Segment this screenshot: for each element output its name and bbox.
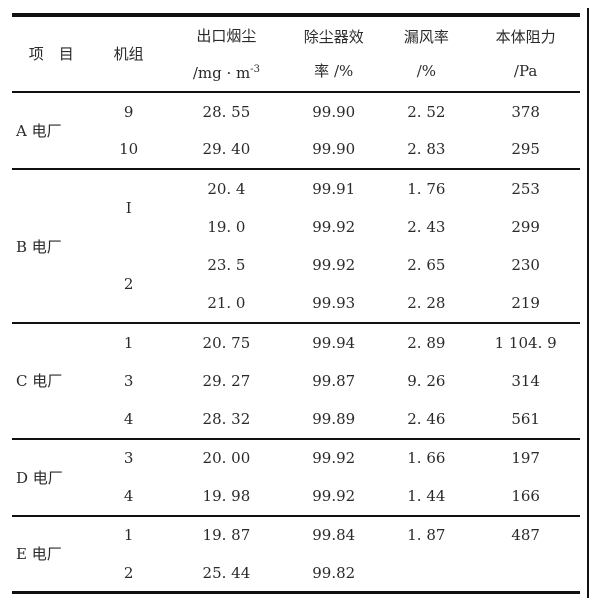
resistance-cell: 295: [511, 140, 540, 159]
efficiency-cell: 99.93: [312, 294, 356, 313]
leakage-cell: 1. 76: [407, 179, 446, 198]
unit-cell: 2: [123, 563, 134, 582]
resistance-cell: 219: [511, 294, 540, 313]
efficiency-cell: 99.89: [312, 409, 356, 428]
resistance-cell: 166: [511, 486, 540, 505]
resistance-cell: 314: [511, 371, 540, 390]
plant-group: B 电厂 I 20. 4 99.91 1. 76 253 19. 0 99.92 2. 43 29…: [12, 169, 580, 323]
dust-cell: 20. 75: [202, 333, 251, 352]
efficiency-cell: 99.91: [312, 179, 356, 198]
table-row: 4 28. 32 99.89 2. 46 561: [12, 400, 580, 439]
header-leakage: 漏风率/%: [381, 13, 472, 93]
plant-group: E 电厂 1 19. 87 99.84 1. 87 487 2 25. 44 99.82: [12, 516, 580, 593]
plant-group: C 电厂 1 20. 75 99.94 2. 89 1 104. 9 3 29. 27 99.8…: [12, 323, 580, 439]
table-row: A 电厂 9 28. 55 99.90 2. 52 378: [12, 92, 580, 140]
unit-cell: 1: [123, 333, 134, 352]
table-row: 21. 0 99.93 2. 28 219: [12, 285, 580, 324]
plant-cell: B 电厂: [16, 237, 62, 256]
efficiency-cell: 99.92: [312, 449, 356, 468]
leakage-cell: 1. 66: [407, 449, 446, 468]
resistance-cell: 378: [511, 102, 540, 121]
resistance-cell: 299: [511, 217, 540, 236]
plant-cell: C 电厂: [16, 372, 63, 391]
leakage-cell: 2. 52: [407, 102, 446, 121]
table-row: E 电厂 1 19. 87 99.84 1. 87 487: [12, 516, 580, 563]
header-item: 项 目: [12, 13, 91, 93]
dust-cell: 20. 00: [202, 449, 251, 468]
header-efficiency: 除尘器效率 /%: [286, 13, 382, 93]
unit-cell: 3: [123, 449, 134, 468]
dust-cell: 25. 44: [202, 563, 251, 582]
resistance-cell: 253: [511, 179, 540, 198]
dust-cell: 19. 0: [207, 217, 246, 236]
efficiency-cell: 99.92: [312, 217, 356, 236]
unit-cell: 4: [123, 409, 134, 428]
unit-cell: 4: [123, 486, 134, 505]
leakage-cell: 9. 26: [407, 371, 446, 390]
unit-cell: 2: [123, 275, 134, 293]
leakage-cell: 1. 44: [407, 486, 446, 505]
table-row: 3 29. 27 99.87 9. 26 314: [12, 362, 580, 401]
resistance-cell: [471, 554, 580, 593]
table-row: D 电厂 3 20. 00 99.92 1. 66 197: [12, 439, 580, 486]
header-unit: 机组: [90, 13, 167, 93]
table-row: 4 19. 98 99.92 1. 44 166: [12, 477, 580, 516]
resistance-cell: 230: [511, 256, 540, 275]
unit-cell: I: [125, 199, 132, 217]
table-row: 2 25. 44 99.82: [12, 554, 580, 593]
plant-cell: D 电厂: [16, 468, 63, 487]
efficiency-cell: 99.92: [312, 256, 356, 275]
data-table: 项 目 机组 出口烟尘/mg · m-3 除尘器效率 /% 漏风率/% 本体阻力…: [12, 13, 580, 594]
dust-cell: 20. 4: [207, 179, 246, 198]
efficiency-cell: 99.90: [312, 140, 356, 159]
resistance-cell: 561: [511, 409, 540, 428]
resistance-cell: 197: [511, 449, 540, 468]
unit-cell: 1: [123, 526, 134, 545]
resistance-cell: 487: [511, 526, 540, 545]
table-row: 10 29. 40 99.90 2. 83 295: [12, 131, 580, 170]
table-row: C 电厂 1 20. 75 99.94 2. 89 1 104. 9: [12, 323, 580, 391]
leakage-cell: [381, 554, 471, 593]
leakage-cell: 2. 28: [407, 294, 446, 313]
dust-cell: 29. 40: [202, 140, 251, 159]
plant-cell: E 电厂: [16, 545, 62, 564]
plant-cell: A 电厂: [16, 122, 62, 140]
resistance-cell: 1 104. 9: [494, 333, 557, 352]
table-row: 19. 0 99.92 2. 43 299: [12, 208, 580, 247]
efficiency-cell: 99.84: [312, 526, 356, 545]
unit-cell: 9: [123, 102, 134, 121]
plant-group: A 电厂 9 28. 55 99.90 2. 52 378 10 29. 40 99.90 2. …: [12, 92, 580, 169]
dust-cell: 23. 5: [207, 256, 246, 275]
leakage-cell: 2. 43: [407, 217, 446, 236]
table-row: B 电厂 I 20. 4 99.91 1. 76 253: [12, 169, 580, 256]
plant-group: D 电厂 3 20. 00 99.92 1. 66 197 4 19. 98 99.92 1. 4…: [12, 439, 580, 516]
leakage-cell: 1. 87: [407, 526, 446, 545]
leakage-cell: 2. 65: [407, 256, 446, 275]
header-dust: 出口烟尘/mg · m-3: [166, 13, 287, 93]
dust-cell: 19. 87: [202, 526, 251, 545]
efficiency-cell: 99.87: [312, 371, 356, 390]
dust-cell: 28. 32: [202, 409, 251, 428]
leakage-cell: 2. 46: [407, 409, 446, 428]
table-row: 2 23. 5 99.92 2. 65 230: [12, 246, 580, 293]
efficiency-cell: 99.94: [312, 333, 356, 352]
leakage-cell: 2. 89: [407, 333, 446, 352]
header-row: 项 目 机组 出口烟尘/mg · m-3 除尘器效率 /% 漏风率/% 本体阻力…: [12, 13, 580, 93]
dust-cell: 29. 27: [202, 371, 251, 390]
header-resistance: 本体阻力/Pa: [471, 13, 580, 93]
unit-cell: 3: [123, 371, 134, 390]
dust-cell: 21. 0: [207, 294, 246, 313]
leakage-cell: 2. 83: [407, 140, 446, 159]
efficiency-cell: 99.92: [312, 486, 356, 505]
efficiency-cell: 99.90: [312, 102, 356, 121]
unit-cell: 10: [119, 140, 139, 159]
efficiency-cell: 99.82: [312, 563, 356, 582]
dust-cell: 28. 55: [202, 102, 251, 121]
dust-cell: 19. 98: [202, 486, 251, 505]
vertical-rule: [587, 8, 589, 598]
